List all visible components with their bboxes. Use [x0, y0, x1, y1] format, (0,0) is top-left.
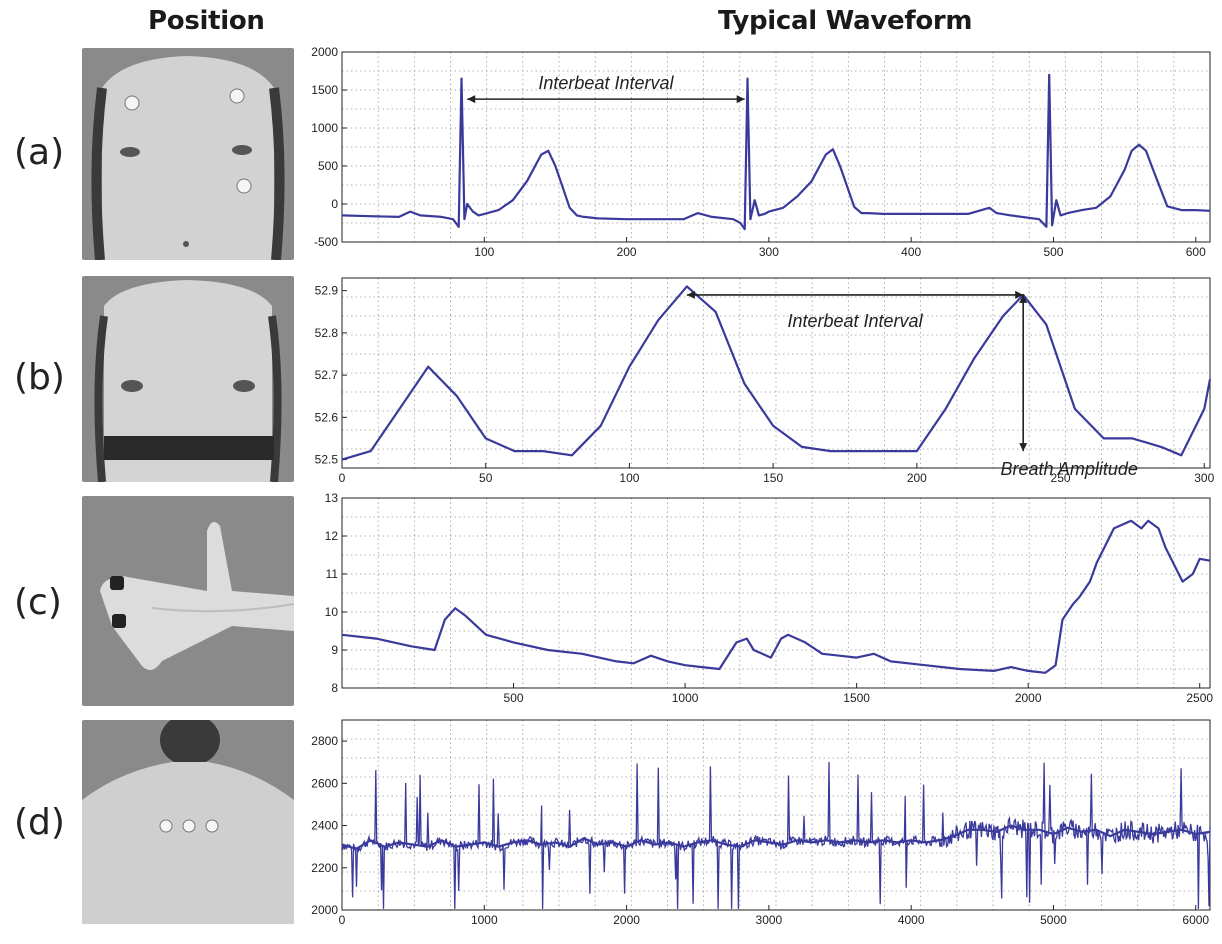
annotation-label: Interbeat Interval — [787, 311, 923, 331]
grid-d — [342, 720, 1210, 910]
annotation-b-0: Interbeat Interval — [686, 290, 1024, 331]
y-tick-label: 1000 — [311, 121, 338, 135]
x-tick-label: 300 — [1194, 471, 1214, 485]
x-tick-label: 250 — [1051, 471, 1071, 485]
chart-d: 0 1000 2000 3000 4000 5000 6000 2000 2200 2400 260… — [311, 719, 1211, 927]
grid-b — [342, 278, 1210, 468]
y-tick-label: 500 — [318, 159, 338, 173]
y-tick-label: 8 — [331, 681, 338, 695]
y-tick-label: 52.7 — [315, 368, 339, 382]
hand-finger-electrodes-photo — [82, 496, 294, 706]
row-label-a: (a) — [14, 132, 65, 173]
x-tick-label: 500 — [1043, 245, 1063, 259]
plot-frame-d — [341, 719, 1211, 911]
y-tick-label: 13 — [325, 491, 339, 505]
x-tick-label: 400 — [901, 245, 921, 259]
y-tick-label: 52.5 — [315, 453, 339, 467]
plot-frame-c — [341, 497, 1211, 689]
x-tick-label: 300 — [759, 245, 779, 259]
series-line-d — [341, 824, 1211, 850]
y-tick-label: 11 — [326, 567, 339, 581]
series-line-a — [341, 73, 1211, 231]
x-tick-label: 1000 — [672, 691, 699, 705]
x-tick-label: 2000 — [1015, 691, 1042, 705]
plot-frame-a — [341, 51, 1211, 243]
y-tick-label: 10 — [325, 605, 339, 619]
series-line-b — [341, 285, 1212, 461]
arrow-head — [1019, 443, 1028, 452]
chest-respiration-belt-photo — [82, 276, 294, 482]
arrow-head — [736, 95, 745, 104]
x-tick-label: 3000 — [756, 913, 783, 927]
chart-b: 0 50 100 150 200 250 300 52.5 52.6 52.7 52.8 52.9 In… — [315, 277, 1215, 485]
y-tick-label: 2400 — [311, 819, 338, 833]
x-tick-label: 200 — [907, 471, 927, 485]
x-tick-label: 2500 — [1186, 691, 1213, 705]
series-line-c — [341, 519, 1211, 674]
y-tick-label: 2600 — [311, 776, 338, 790]
y-tick-label: 9 — [331, 643, 338, 657]
chart-c: 500 1000 1500 2000 2500 8 9 10 11 12 13 — [325, 491, 1214, 705]
series-noise-d — [341, 761, 1211, 909]
plot-frame-b — [341, 277, 1211, 469]
y-tick-label: 2000 — [311, 45, 338, 59]
grid-c — [342, 498, 1210, 688]
y-tick-label: 12 — [325, 529, 339, 543]
row-label-d: (d) — [14, 802, 65, 843]
column-header-position: Position — [148, 6, 265, 36]
x-tick-label: 2000 — [613, 913, 640, 927]
x-tick-label: 1500 — [843, 691, 870, 705]
x-tick-label: 150 — [763, 471, 783, 485]
upper-back-electrodes-photo — [82, 720, 294, 924]
y-tick-label: 2000 — [311, 903, 338, 917]
x-tick-label: 5000 — [1040, 913, 1067, 927]
arrow-head — [467, 95, 476, 104]
y-tick-label: 52.9 — [315, 284, 339, 298]
y-tick-label: 2800 — [311, 734, 338, 748]
y-tick-label: 1500 — [311, 83, 338, 97]
x-tick-label: 1000 — [471, 913, 498, 927]
chart-a: 100 200 300 400 500 600 -500 0 500 1000 1500 2000 In… — [311, 45, 1211, 259]
x-tick-label: 0 — [339, 913, 346, 927]
x-tick-label: 500 — [504, 691, 524, 705]
y-tick-label: 52.8 — [315, 326, 339, 340]
x-tick-label: 100 — [474, 245, 494, 259]
grid-a — [342, 52, 1210, 242]
y-tick-label: 2200 — [311, 861, 338, 875]
x-tick-label: 50 — [479, 471, 493, 485]
x-tick-label: 100 — [619, 471, 639, 485]
arrow-head — [1015, 290, 1024, 299]
annotation-a-0: Interbeat Interval — [467, 73, 745, 104]
x-tick-label: 6000 — [1182, 913, 1209, 927]
annotation-label: Breath Amplitude — [1000, 459, 1137, 479]
row-label-c: (c) — [14, 582, 62, 623]
annotation-b-1: Breath Amplitude — [1000, 294, 1138, 479]
x-tick-label: 200 — [617, 245, 637, 259]
annotation-label: Interbeat Interval — [538, 73, 674, 93]
arrow-head — [686, 290, 695, 299]
x-tick-label: 600 — [1186, 245, 1206, 259]
y-tick-label: -500 — [314, 235, 338, 249]
arrow-head — [1019, 294, 1028, 303]
chest-electrodes-photo — [82, 48, 294, 260]
column-header-waveform: Typical Waveform — [718, 6, 973, 36]
row-label-b: (b) — [14, 357, 65, 398]
y-tick-label: 52.6 — [315, 410, 339, 424]
x-tick-label: 4000 — [898, 913, 925, 927]
x-tick-label: 0 — [339, 471, 346, 485]
y-tick-label: 0 — [331, 197, 338, 211]
